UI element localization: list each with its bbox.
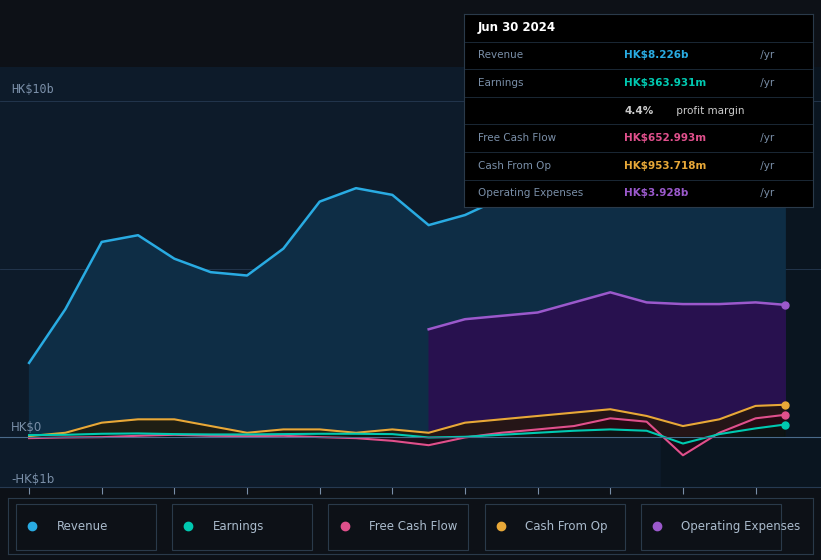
Text: HK$363.931m: HK$363.931m (624, 78, 707, 88)
Bar (661, 67, 821, 487)
Text: profit margin: profit margin (673, 106, 745, 115)
Text: Operating Expenses: Operating Expenses (681, 520, 800, 533)
Text: HK$3.928b: HK$3.928b (624, 188, 689, 198)
Text: /yr: /yr (757, 78, 774, 88)
Text: 4.4%: 4.4% (624, 106, 654, 115)
Text: -HK$1b: -HK$1b (11, 473, 54, 486)
Text: Cash From Op: Cash From Op (478, 161, 551, 171)
Text: /yr: /yr (757, 188, 774, 198)
Text: HK$0: HK$0 (11, 421, 42, 434)
Text: Revenue: Revenue (57, 520, 108, 533)
Text: Operating Expenses: Operating Expenses (478, 188, 583, 198)
Text: Free Cash Flow: Free Cash Flow (478, 133, 556, 143)
Text: HK$10b: HK$10b (11, 83, 53, 96)
Text: HK$953.718m: HK$953.718m (624, 161, 707, 171)
Text: /yr: /yr (757, 50, 774, 60)
Text: Earnings: Earnings (213, 520, 264, 533)
Text: /yr: /yr (757, 161, 774, 171)
Text: HK$8.226b: HK$8.226b (624, 50, 689, 60)
Text: Earnings: Earnings (478, 78, 523, 88)
Text: HK$652.993m: HK$652.993m (624, 133, 707, 143)
Text: Free Cash Flow: Free Cash Flow (369, 520, 457, 533)
Text: /yr: /yr (757, 133, 774, 143)
Text: Cash From Op: Cash From Op (525, 520, 608, 533)
Text: Jun 30 2024: Jun 30 2024 (478, 21, 556, 34)
Text: Revenue: Revenue (478, 50, 523, 60)
